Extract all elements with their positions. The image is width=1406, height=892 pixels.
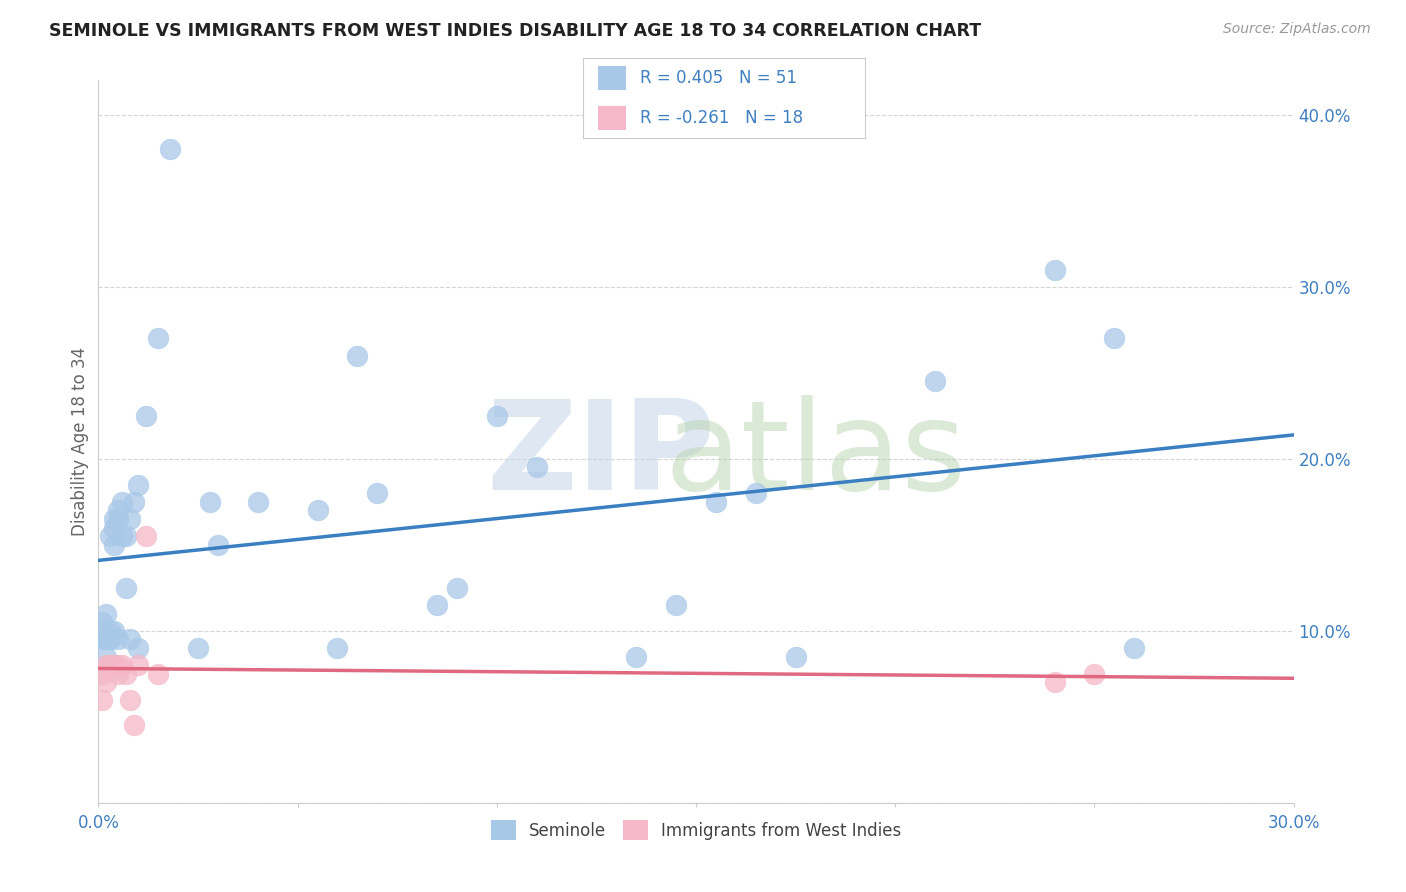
Point <box>307 503 329 517</box>
Y-axis label: Disability Age 18 to 34: Disability Age 18 to 34 <box>72 347 90 536</box>
Point <box>246 494 269 508</box>
Point <box>98 658 122 673</box>
Point <box>103 512 125 526</box>
Point <box>96 632 118 647</box>
Point <box>446 581 468 595</box>
Point <box>98 529 122 543</box>
Point <box>98 632 122 647</box>
Point <box>91 624 114 638</box>
Point <box>148 331 170 345</box>
Point <box>107 666 129 681</box>
Point <box>98 658 122 673</box>
Point <box>96 649 118 664</box>
Bar <box>598 106 626 130</box>
Point <box>103 658 125 673</box>
Point <box>526 460 548 475</box>
Text: ZIP: ZIP <box>486 395 714 516</box>
Point <box>1083 666 1105 681</box>
Point <box>115 666 138 681</box>
Point <box>665 598 688 612</box>
Point <box>124 718 146 732</box>
Point <box>148 666 170 681</box>
Point <box>207 538 229 552</box>
Point <box>1043 262 1066 277</box>
Point <box>96 658 118 673</box>
Point <box>120 512 142 526</box>
Point <box>96 607 118 621</box>
Point <box>111 529 134 543</box>
Point <box>704 494 727 508</box>
Point <box>115 529 138 543</box>
Point <box>924 375 946 389</box>
Point <box>120 632 142 647</box>
Point <box>426 598 449 612</box>
Point <box>135 529 157 543</box>
Point <box>96 632 118 647</box>
Point <box>107 658 129 673</box>
Point <box>366 486 388 500</box>
Point <box>107 503 129 517</box>
Point <box>107 632 129 647</box>
Point <box>103 538 125 552</box>
Point <box>107 512 129 526</box>
Point <box>98 624 122 638</box>
Text: R = 0.405   N = 51: R = 0.405 N = 51 <box>640 69 797 87</box>
Point <box>198 494 221 508</box>
Text: atlas: atlas <box>665 395 966 516</box>
Point <box>187 640 209 655</box>
Point <box>91 632 114 647</box>
Text: Source: ZipAtlas.com: Source: ZipAtlas.com <box>1223 22 1371 37</box>
Point <box>346 349 368 363</box>
Point <box>115 581 138 595</box>
Point <box>485 409 508 423</box>
Text: SEMINOLE VS IMMIGRANTS FROM WEST INDIES DISABILITY AGE 18 TO 34 CORRELATION CHAR: SEMINOLE VS IMMIGRANTS FROM WEST INDIES … <box>49 22 981 40</box>
Point <box>1043 675 1066 690</box>
Point <box>96 675 118 690</box>
Point <box>1104 331 1126 345</box>
Text: R = -0.261   N = 18: R = -0.261 N = 18 <box>640 109 803 128</box>
Point <box>124 494 146 508</box>
Point <box>159 142 181 156</box>
Point <box>103 520 125 534</box>
Legend: Seminole, Immigrants from West Indies: Seminole, Immigrants from West Indies <box>482 812 910 848</box>
Point <box>111 658 134 673</box>
Point <box>127 640 149 655</box>
Point <box>127 658 149 673</box>
Point <box>103 624 125 638</box>
Point <box>120 692 142 706</box>
Bar <box>598 66 626 90</box>
Point <box>326 640 349 655</box>
Point <box>91 692 114 706</box>
Point <box>135 409 157 423</box>
Point <box>91 615 114 630</box>
Point <box>98 632 122 647</box>
Point <box>785 649 807 664</box>
Point <box>626 649 648 664</box>
Point <box>1123 640 1146 655</box>
Point <box>111 494 134 508</box>
Point <box>127 477 149 491</box>
Point <box>91 666 114 681</box>
Point <box>745 486 768 500</box>
